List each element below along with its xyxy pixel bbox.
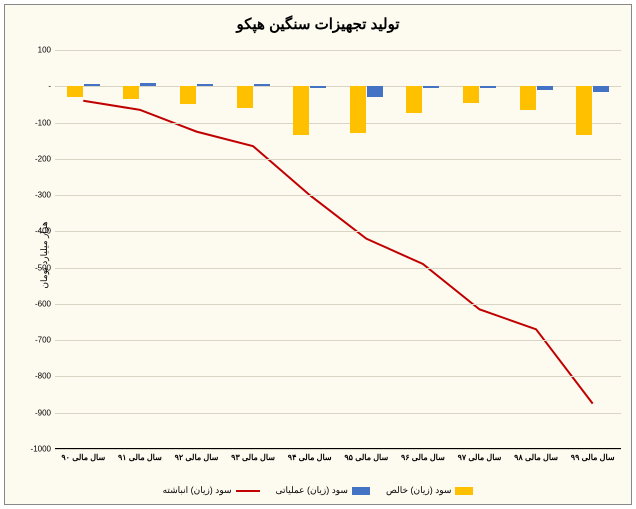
x-tick-label: سال مالی ۹۳ bbox=[225, 453, 282, 462]
chart-container: تولید تجهیزات سنگین هپکو هزار میلیارد تو… bbox=[4, 4, 632, 505]
bar-net-profit bbox=[293, 86, 309, 135]
chart-title: تولید تجهیزات سنگین هپکو bbox=[5, 15, 631, 33]
x-tick-label: سال مالی ۹۶ bbox=[395, 453, 452, 462]
bar-operating-profit bbox=[197, 84, 213, 86]
x-tick-label: سال مالی ۹۵ bbox=[338, 453, 395, 462]
y-tick-label: -700 bbox=[27, 336, 51, 345]
bar-operating-profit bbox=[593, 86, 609, 91]
category-slot: سال مالی ۹۳ bbox=[225, 50, 282, 449]
category-slot: سال مالی ۹۷ bbox=[451, 50, 508, 449]
bar-net-profit bbox=[237, 86, 253, 108]
bar-net-profit bbox=[350, 86, 366, 133]
x-tick-label: سال مالی ۹۰ bbox=[55, 453, 112, 462]
category-slot: سال مالی ۹۰ bbox=[55, 50, 112, 449]
legend-label: سود (زیان) عملیاتی bbox=[276, 485, 348, 495]
bar-operating-profit bbox=[537, 86, 553, 90]
legend-item: سود (زیان) انباشته bbox=[163, 485, 260, 496]
y-tick-label: 100 bbox=[27, 46, 51, 55]
bar-net-profit bbox=[123, 86, 139, 99]
legend-item: سود (زیان) عملیاتی bbox=[276, 485, 370, 496]
category-slot: سال مالی ۹۴ bbox=[281, 50, 338, 449]
bar-operating-profit bbox=[254, 84, 270, 86]
legend: سود (زیان) خالص سود (زیان) عملیاتی سود (زی… bbox=[5, 485, 631, 496]
gridline bbox=[55, 449, 621, 450]
y-tick-label: -900 bbox=[27, 408, 51, 417]
category-slot: سال مالی ۹۵ bbox=[338, 50, 395, 449]
bar-operating-profit bbox=[423, 86, 439, 88]
y-tick-label: -400 bbox=[27, 227, 51, 236]
bar-operating-profit bbox=[310, 86, 326, 88]
legend-item: سود (زیان) خالص bbox=[386, 485, 473, 496]
category-slot: سال مالی ۹۱ bbox=[112, 50, 169, 449]
y-tick-label: -100 bbox=[27, 118, 51, 127]
x-tick-label: سال مالی ۹۴ bbox=[281, 453, 338, 462]
bar-operating-profit bbox=[367, 86, 383, 97]
bar-net-profit bbox=[576, 86, 592, 135]
legend-swatch bbox=[352, 487, 370, 495]
category-slot: سال مالی ۹۸ bbox=[508, 50, 565, 449]
category-slot: سال مالی ۹۹ bbox=[564, 50, 621, 449]
bar-net-profit bbox=[180, 86, 196, 104]
bar-net-profit bbox=[463, 86, 479, 102]
x-tick-label: سال مالی ۹۱ bbox=[112, 453, 169, 462]
bar-operating-profit bbox=[480, 86, 496, 88]
x-tick-label: سال مالی ۹۸ bbox=[508, 453, 565, 462]
x-tick-label: سال مالی ۹۲ bbox=[168, 453, 225, 462]
x-tick-label: سال مالی ۹۹ bbox=[564, 453, 621, 462]
plot-area: -1000-900-800-700-600-500-400-300-200-10… bbox=[55, 50, 621, 449]
legend-label: سود (زیان) خالص bbox=[386, 485, 451, 495]
y-tick-label: - bbox=[27, 82, 51, 91]
y-tick-label: -500 bbox=[27, 263, 51, 272]
bar-operating-profit bbox=[84, 84, 100, 86]
legend-swatch bbox=[236, 490, 260, 492]
bar-net-profit bbox=[406, 86, 422, 113]
x-tick-label: سال مالی ۹۷ bbox=[451, 453, 508, 462]
y-tick-label: -300 bbox=[27, 191, 51, 200]
category-slot: سال مالی ۹۲ bbox=[168, 50, 225, 449]
bar-operating-profit bbox=[140, 83, 156, 87]
bar-net-profit bbox=[520, 86, 536, 110]
bar-net-profit bbox=[67, 86, 83, 97]
y-tick-label: -200 bbox=[27, 154, 51, 163]
y-tick-label: -800 bbox=[27, 372, 51, 381]
category-slot: سال مالی ۹۶ bbox=[395, 50, 452, 449]
legend-swatch bbox=[455, 487, 473, 495]
y-tick-label: -600 bbox=[27, 299, 51, 308]
legend-label: سود (زیان) انباشته bbox=[163, 485, 232, 495]
y-tick-label: -1000 bbox=[27, 445, 51, 454]
